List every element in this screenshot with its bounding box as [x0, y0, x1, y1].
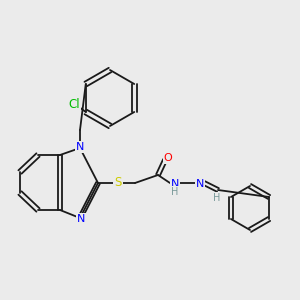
Text: N: N	[196, 179, 204, 189]
Text: N: N	[76, 142, 84, 152]
Text: S: S	[114, 176, 122, 190]
Text: Cl: Cl	[68, 98, 80, 110]
Text: H: H	[213, 193, 221, 203]
Text: O: O	[164, 153, 172, 163]
Text: N: N	[171, 179, 179, 189]
Text: H: H	[171, 187, 179, 197]
Text: N: N	[77, 214, 85, 224]
